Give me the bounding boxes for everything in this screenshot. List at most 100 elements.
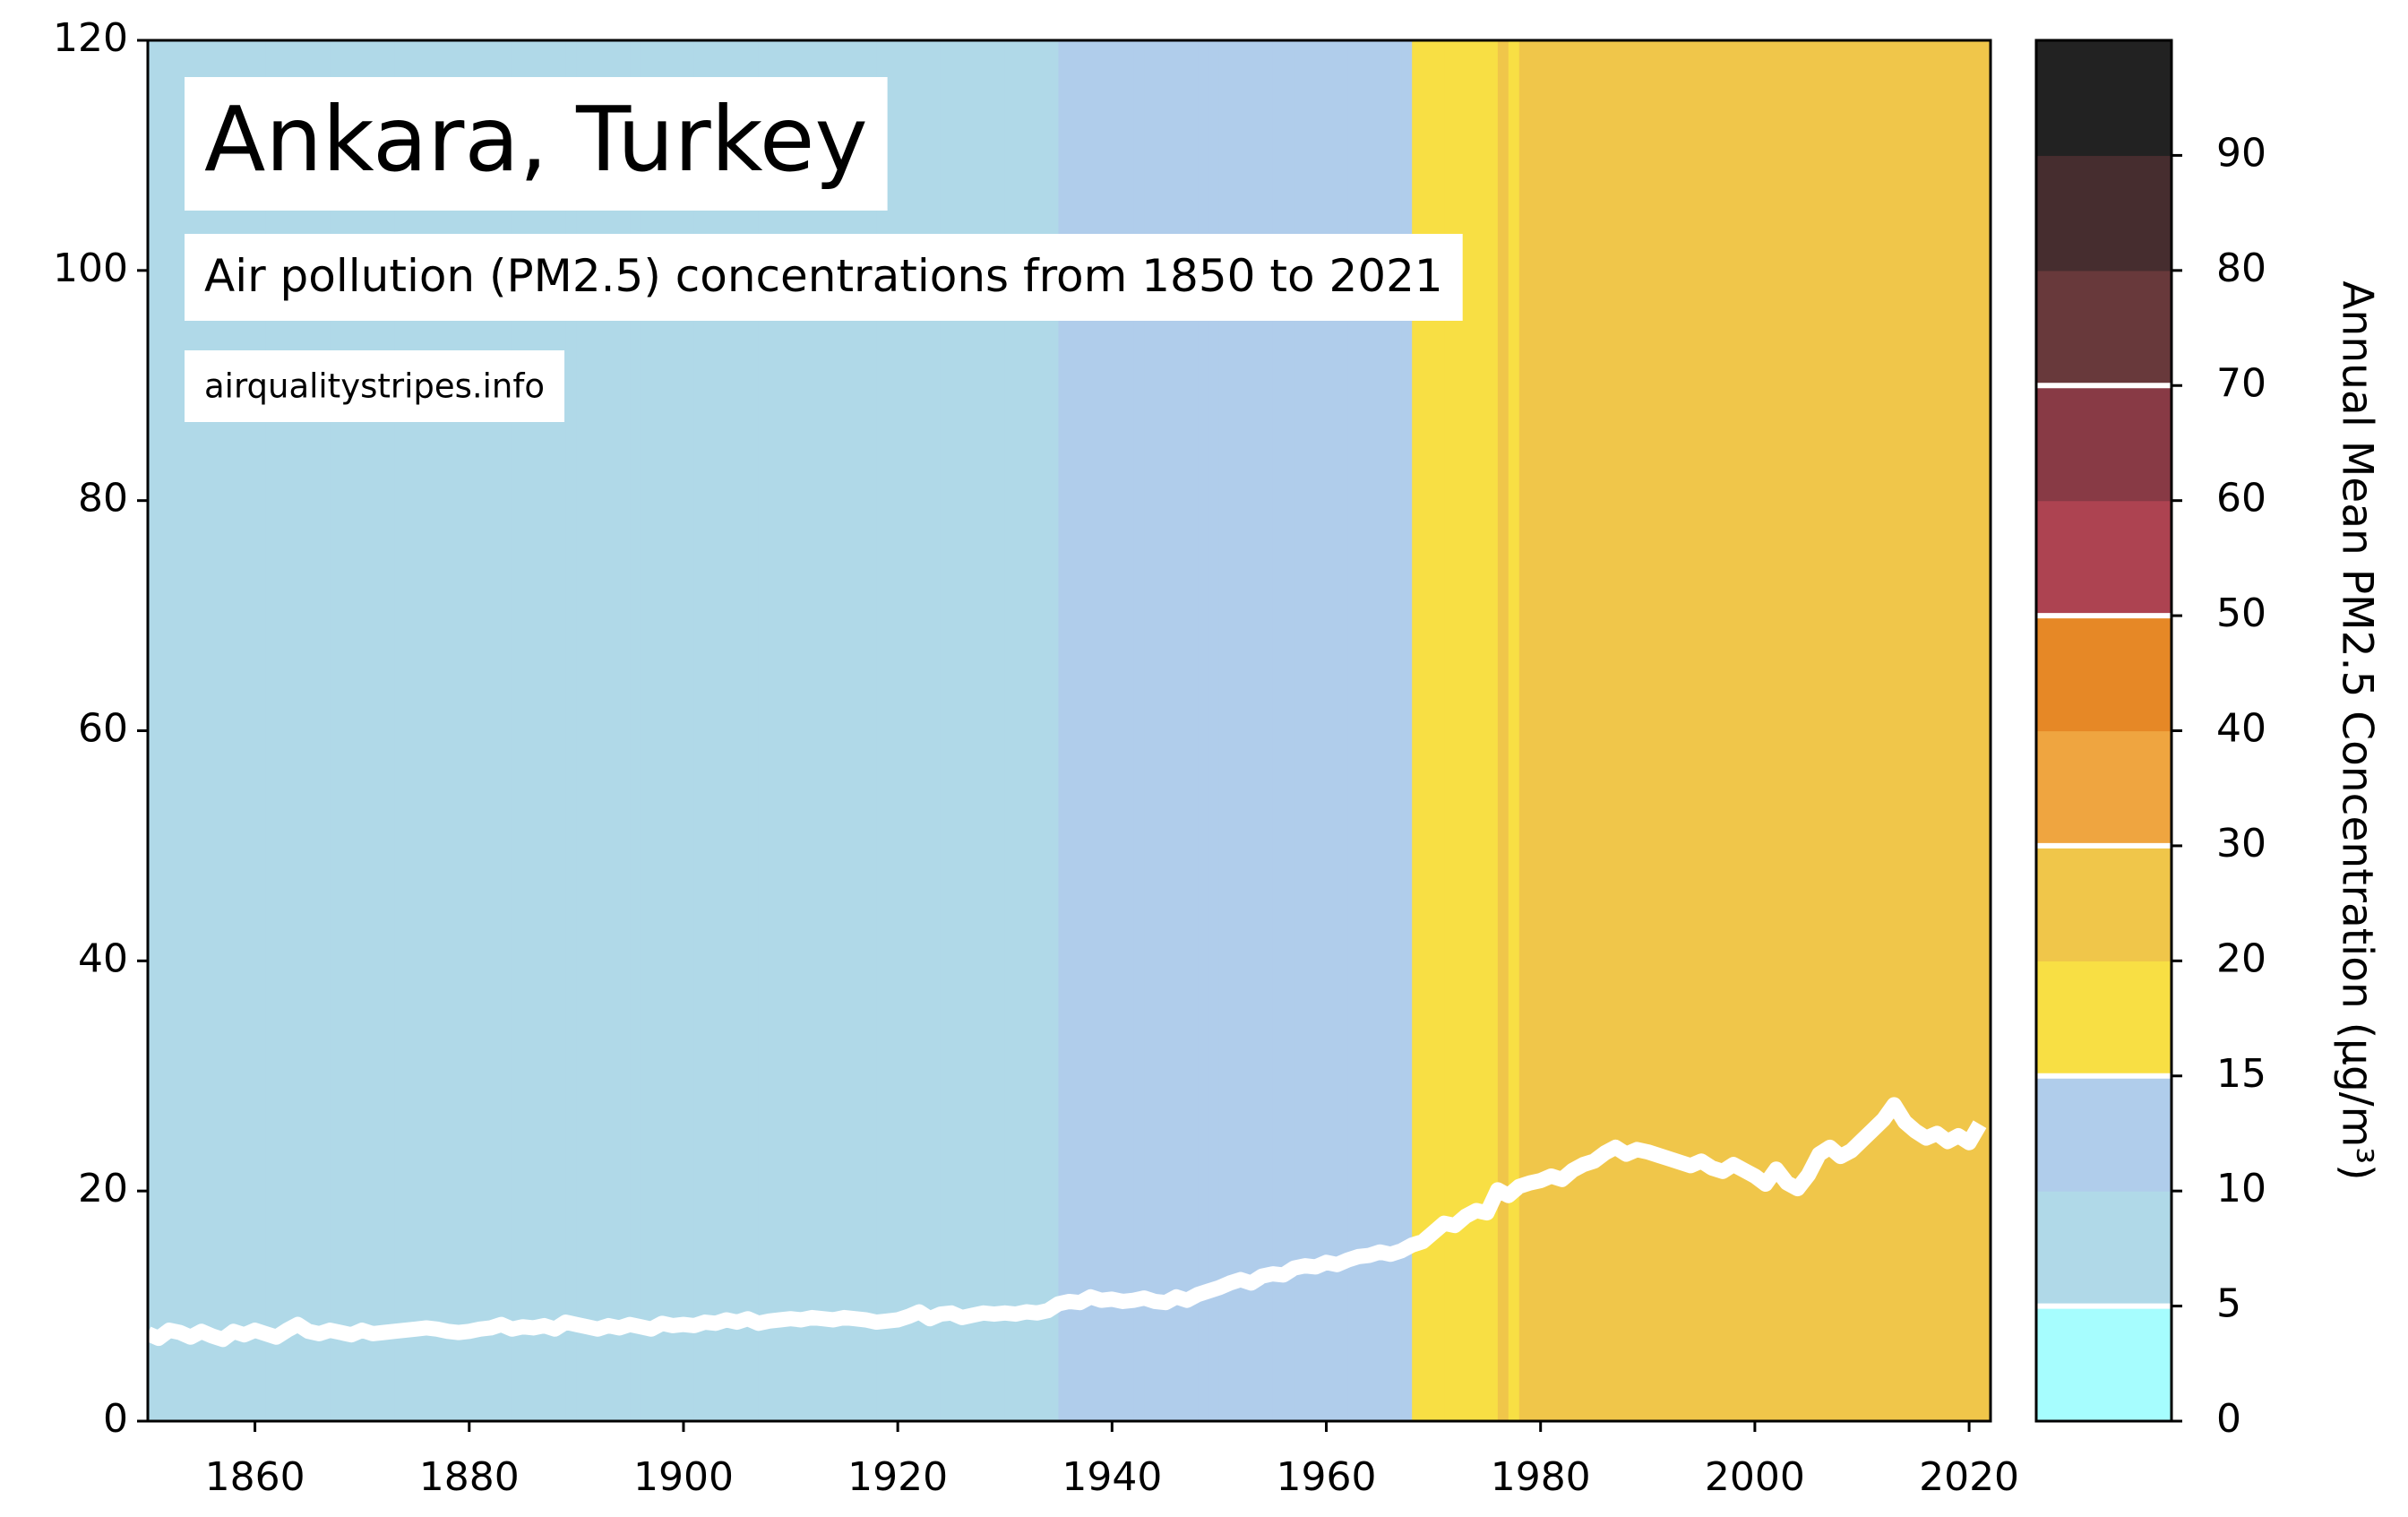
stripe bbox=[1862, 40, 1874, 1421]
stripe bbox=[758, 40, 770, 1421]
stripe bbox=[898, 40, 909, 1421]
colorbar-bin bbox=[2036, 1306, 2172, 1422]
stripe bbox=[736, 40, 749, 1421]
stripe bbox=[865, 40, 877, 1421]
stripe bbox=[565, 40, 577, 1421]
stripe bbox=[1036, 40, 1049, 1421]
stripe bbox=[1165, 40, 1177, 1421]
colorbar-bin bbox=[2036, 270, 2172, 386]
x-tick-label: 1920 bbox=[847, 1454, 948, 1500]
stripe bbox=[844, 40, 856, 1421]
stripe bbox=[1647, 40, 1659, 1421]
stripe bbox=[1594, 40, 1606, 1421]
stripe bbox=[576, 40, 588, 1421]
stripe bbox=[726, 40, 738, 1421]
stripe bbox=[1561, 40, 1574, 1421]
stripe bbox=[1218, 40, 1231, 1421]
stripe bbox=[833, 40, 845, 1421]
stripe bbox=[1026, 40, 1038, 1421]
colorbar-tick-label: 60 bbox=[2216, 476, 2266, 521]
colorbar-tick-label: 15 bbox=[2216, 1051, 2266, 1097]
stripe bbox=[1905, 40, 1916, 1421]
stripe bbox=[1315, 40, 1328, 1421]
colorbar-bin bbox=[2036, 730, 2172, 847]
x-tick-label: 1960 bbox=[1277, 1454, 1377, 1500]
stripe bbox=[630, 40, 641, 1421]
stripe bbox=[1047, 40, 1060, 1421]
stripe bbox=[1797, 40, 1810, 1421]
stripe bbox=[1475, 40, 1488, 1421]
stripe bbox=[619, 40, 631, 1421]
stripe bbox=[1198, 40, 1209, 1421]
colorbar-tick-label: 80 bbox=[2216, 246, 2266, 291]
stripe bbox=[1122, 40, 1134, 1421]
stripe bbox=[1369, 40, 1380, 1421]
stripe bbox=[930, 40, 942, 1421]
source-box bbox=[185, 350, 565, 422]
stripe bbox=[983, 40, 995, 1421]
stripe bbox=[158, 40, 170, 1421]
colorbar-bin bbox=[2036, 155, 2172, 272]
stripe bbox=[641, 40, 652, 1421]
stripe bbox=[1518, 40, 1531, 1421]
stripe bbox=[1604, 40, 1617, 1421]
colorbar-tick-label: 0 bbox=[2216, 1396, 2241, 1442]
colorbar-bin bbox=[2036, 616, 2172, 732]
x-tick-label: 2020 bbox=[1919, 1454, 2019, 1500]
stripe bbox=[972, 40, 985, 1421]
colorbar-tick-label: 40 bbox=[2216, 706, 2266, 752]
stripe bbox=[1948, 40, 1959, 1421]
stripe bbox=[1786, 40, 1799, 1421]
stripe bbox=[855, 40, 866, 1421]
stripe bbox=[1004, 40, 1017, 1421]
source: airqualitystripes.info bbox=[204, 367, 545, 406]
stripe bbox=[1669, 40, 1681, 1421]
stripe bbox=[1508, 40, 1520, 1421]
x-tick-label: 1980 bbox=[1491, 1454, 1591, 1500]
stripe bbox=[1529, 40, 1542, 1421]
stripe bbox=[1637, 40, 1648, 1421]
stripe bbox=[1765, 40, 1777, 1421]
stripe bbox=[1851, 40, 1863, 1421]
stripe bbox=[1465, 40, 1477, 1421]
stripe bbox=[876, 40, 888, 1421]
stripe bbox=[908, 40, 920, 1421]
stripe bbox=[1380, 40, 1391, 1421]
colorbar-tick-label: 5 bbox=[2216, 1281, 2241, 1327]
stripe bbox=[1883, 40, 1895, 1421]
stripe bbox=[1540, 40, 1552, 1421]
stripe bbox=[1058, 40, 1071, 1421]
stripe bbox=[1423, 40, 1434, 1421]
stripe bbox=[1358, 40, 1370, 1421]
stripe bbox=[1626, 40, 1638, 1421]
stripe bbox=[1069, 40, 1081, 1421]
colorbar-tick-label: 10 bbox=[2216, 1166, 2266, 1211]
stripe bbox=[993, 40, 1006, 1421]
stripe bbox=[1690, 40, 1702, 1421]
stripe bbox=[1433, 40, 1445, 1421]
stripe bbox=[1294, 40, 1306, 1421]
stripe bbox=[887, 40, 899, 1421]
x-tick-label: 1940 bbox=[1062, 1454, 1162, 1500]
stripe bbox=[1819, 40, 1831, 1421]
title: Ankara, Turkey bbox=[204, 87, 868, 192]
stripe bbox=[801, 40, 813, 1421]
stripe bbox=[1743, 40, 1756, 1421]
stripe bbox=[1615, 40, 1627, 1421]
stripe bbox=[1090, 40, 1102, 1421]
y-tick-label: 40 bbox=[78, 935, 128, 981]
stripe bbox=[1347, 40, 1360, 1421]
stripe bbox=[1208, 40, 1220, 1421]
x-tick-label: 1880 bbox=[419, 1454, 520, 1500]
y-tick-label: 0 bbox=[103, 1396, 128, 1442]
stripe bbox=[919, 40, 931, 1421]
stripe bbox=[779, 40, 792, 1421]
stripe bbox=[1144, 40, 1156, 1421]
stripe bbox=[1583, 40, 1595, 1421]
stripe bbox=[769, 40, 781, 1421]
colorbar-bin bbox=[2036, 961, 2172, 1077]
colorbar-tick-label: 90 bbox=[2216, 130, 2266, 176]
stripe bbox=[1304, 40, 1317, 1421]
stripe bbox=[1551, 40, 1563, 1421]
